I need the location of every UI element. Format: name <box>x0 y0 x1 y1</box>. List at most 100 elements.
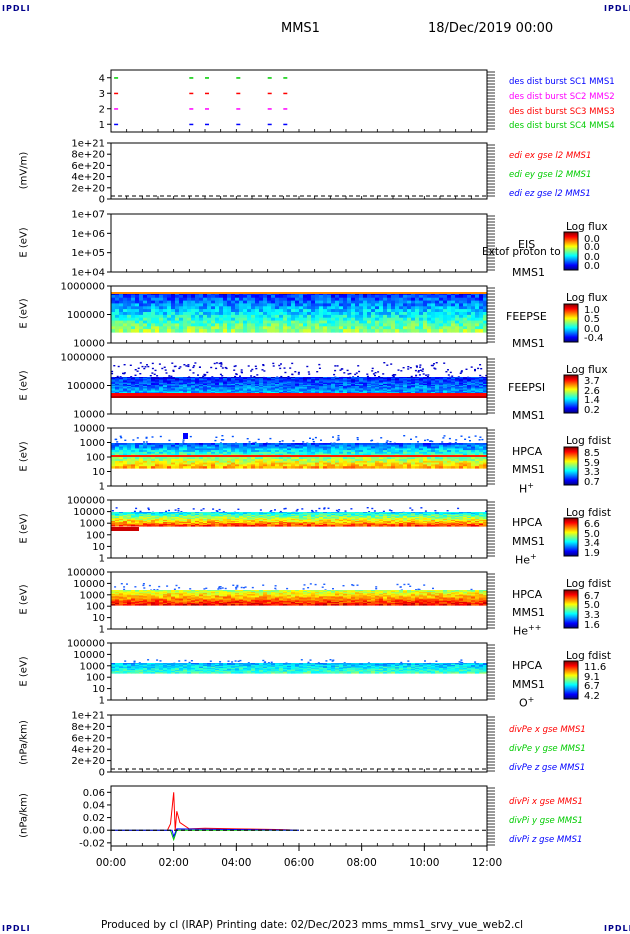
spectrogram-cell <box>251 446 256 449</box>
spectrogram-cell <box>475 385 480 387</box>
spectrogram-cell <box>403 306 408 310</box>
spectrogram-cell <box>235 453 240 457</box>
spectrogram-cell <box>239 323 244 327</box>
spectrogram-cell <box>131 459 136 462</box>
spectrogram-cell <box>275 457 280 460</box>
spectrogram-cell <box>295 378 300 380</box>
spectrogram-cell <box>147 448 152 451</box>
spectrogram-cell <box>391 451 396 455</box>
spectrogram-cell <box>311 462 316 465</box>
spectrogram-cell <box>259 519 264 521</box>
spectrogram-cell <box>403 378 408 380</box>
spectrogram-cell <box>335 379 340 381</box>
spectrogram-cell <box>243 391 248 394</box>
spectrogram-cell <box>383 386 388 388</box>
spectrogram-cell <box>295 450 300 453</box>
spectrogram-cell <box>423 457 428 460</box>
spectrogram-cell <box>455 297 460 302</box>
spectrogram-cell <box>455 446 460 449</box>
spectrogram-cell <box>399 462 404 465</box>
spectrogram-cell <box>115 448 120 451</box>
spectrogram-cell <box>419 297 424 302</box>
spectrogram-cell <box>119 326 124 330</box>
spectrogram-cell <box>331 386 336 388</box>
spectrogram-cell <box>311 323 316 327</box>
spectrogram-cell <box>411 386 416 388</box>
spectrogram-cell <box>135 294 140 299</box>
spectrogram-cell <box>471 450 476 453</box>
spectrogram-cell <box>443 448 448 451</box>
spectrogram-cell <box>455 379 460 381</box>
spectrogram-cell <box>371 329 376 333</box>
spectrogram-cell <box>391 466 396 469</box>
spectrogram-cell <box>387 306 392 310</box>
spectrogram-cell <box>195 386 200 388</box>
spectrogram-cell <box>391 381 396 384</box>
spectrogram-cell <box>127 462 132 465</box>
spectrogram-cell <box>223 380 228 383</box>
spectrogram-cell <box>307 303 312 307</box>
spectrogram-cell <box>243 383 248 386</box>
spectrogram-cell <box>155 446 160 449</box>
spectrogram-cell <box>115 306 120 310</box>
spectrogram-cell <box>339 309 344 313</box>
spectrogram-cell <box>283 312 288 316</box>
spectrogram-cell <box>231 457 236 460</box>
speckle-mark <box>120 437 123 439</box>
spectrogram-cell <box>211 519 216 521</box>
spectrogram-cell <box>283 450 288 453</box>
spectrogram-cell <box>407 323 412 327</box>
spectrogram-cell <box>295 390 300 393</box>
spectrogram-cell <box>387 386 392 388</box>
spectrogram-cell <box>223 386 228 388</box>
spectrogram-cell <box>251 444 256 448</box>
spectrogram-cell <box>275 312 280 316</box>
spectrogram-cell <box>399 453 404 457</box>
spectrogram-cell <box>347 329 352 333</box>
spectrogram-cell <box>427 382 432 385</box>
spectrogram-cell <box>247 312 252 316</box>
spectrogram-cell <box>119 457 124 460</box>
spectrogram-cell <box>459 386 464 388</box>
speckle-mark <box>200 509 203 511</box>
spectrogram-cell <box>139 520 144 522</box>
spectrogram-cell <box>291 444 296 448</box>
spectrogram-cell <box>483 317 488 322</box>
speckle-mark <box>371 507 374 510</box>
spectrogram-cell <box>351 312 356 316</box>
spectrogram-cell <box>379 391 384 394</box>
spectrogram-cell <box>111 306 116 310</box>
spectrogram-cell <box>387 388 392 391</box>
spectrogram-cell <box>223 518 228 520</box>
spectrogram-cell <box>171 388 176 391</box>
spectrogram-cell <box>391 457 396 460</box>
spectrogram-cell <box>315 466 320 469</box>
speckle-mark <box>349 372 352 375</box>
spectrogram-cell <box>279 443 284 446</box>
spectrogram-cell <box>143 314 148 319</box>
spectrogram-cell <box>155 520 160 522</box>
speckle-mark <box>151 372 154 374</box>
spectrogram-cell <box>295 382 300 385</box>
speckle-mark <box>250 375 253 377</box>
spectrogram-cell <box>467 380 472 383</box>
spectrogram-cell <box>155 294 160 299</box>
spectrogram-cell <box>395 381 400 384</box>
spectrogram-cell <box>303 385 308 387</box>
speckle-mark <box>113 365 116 367</box>
spectrogram-cell <box>167 297 172 302</box>
spectrogram-cell <box>279 464 284 467</box>
spectrogram-cell <box>147 514 152 516</box>
spectrogram-cell <box>403 390 408 393</box>
spectrogram-cell <box>319 443 324 446</box>
speckle-mark <box>204 374 207 376</box>
spectrogram-cell <box>363 381 368 384</box>
spectrogram-cell <box>183 520 188 522</box>
spectrogram-cell <box>383 300 388 305</box>
spectrogram-cell <box>171 460 176 464</box>
spectrogram-cell <box>271 451 276 455</box>
spectrogram-cell <box>327 323 332 327</box>
spectrogram-cell <box>235 512 240 514</box>
speckle-mark <box>182 441 185 443</box>
spectrogram-cell <box>415 323 420 327</box>
